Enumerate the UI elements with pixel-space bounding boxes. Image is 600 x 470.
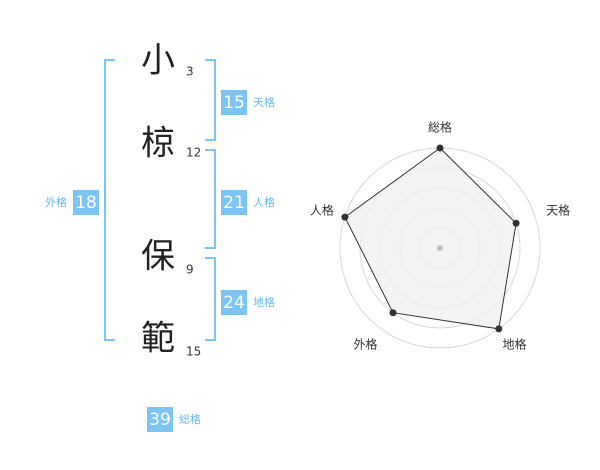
- stroke-count: 15: [186, 345, 201, 359]
- score-label: 人格: [253, 195, 275, 209]
- stroke-count: 9: [186, 263, 194, 277]
- name-char: 小: [141, 41, 175, 81]
- score-value: 24: [223, 293, 245, 313]
- score-value: 21: [223, 193, 245, 213]
- score-box: [73, 190, 99, 215]
- radar-point: [495, 325, 503, 333]
- score-box: [221, 290, 247, 315]
- axis-label: 地格: [503, 337, 527, 352]
- score-label: 総格: [179, 412, 201, 426]
- stroke-count: 3: [186, 65, 194, 79]
- axis-label: 外格: [353, 337, 377, 352]
- name-char: 椋: [141, 124, 175, 164]
- score-label: 外格: [45, 195, 67, 209]
- score-label: 天格: [253, 95, 275, 109]
- center-dot: [437, 245, 443, 251]
- radar-area: [344, 147, 517, 330]
- chi-bracket: [205, 257, 216, 341]
- score-label: 地格: [253, 295, 275, 309]
- jin-bracket: [205, 149, 216, 249]
- radar-point: [512, 219, 520, 227]
- score-value: 39: [149, 410, 171, 430]
- radar-point: [389, 309, 397, 317]
- radar-point: [436, 144, 444, 152]
- name-char: 保: [141, 237, 175, 277]
- name-char: 範: [141, 319, 175, 359]
- radar-point: [341, 213, 349, 221]
- axis-label: 人格: [310, 202, 334, 217]
- score-box: [147, 407, 173, 432]
- score-box: [221, 190, 247, 215]
- stroke-count: 12: [186, 146, 201, 160]
- axis-label: 総格: [428, 120, 452, 135]
- score-value: 15: [223, 93, 245, 113]
- outer-bracket: [104, 59, 115, 341]
- axis-label: 天格: [546, 202, 570, 217]
- ten-bracket: [205, 59, 216, 141]
- score-box: [221, 90, 247, 115]
- score-value: 18: [75, 193, 97, 213]
